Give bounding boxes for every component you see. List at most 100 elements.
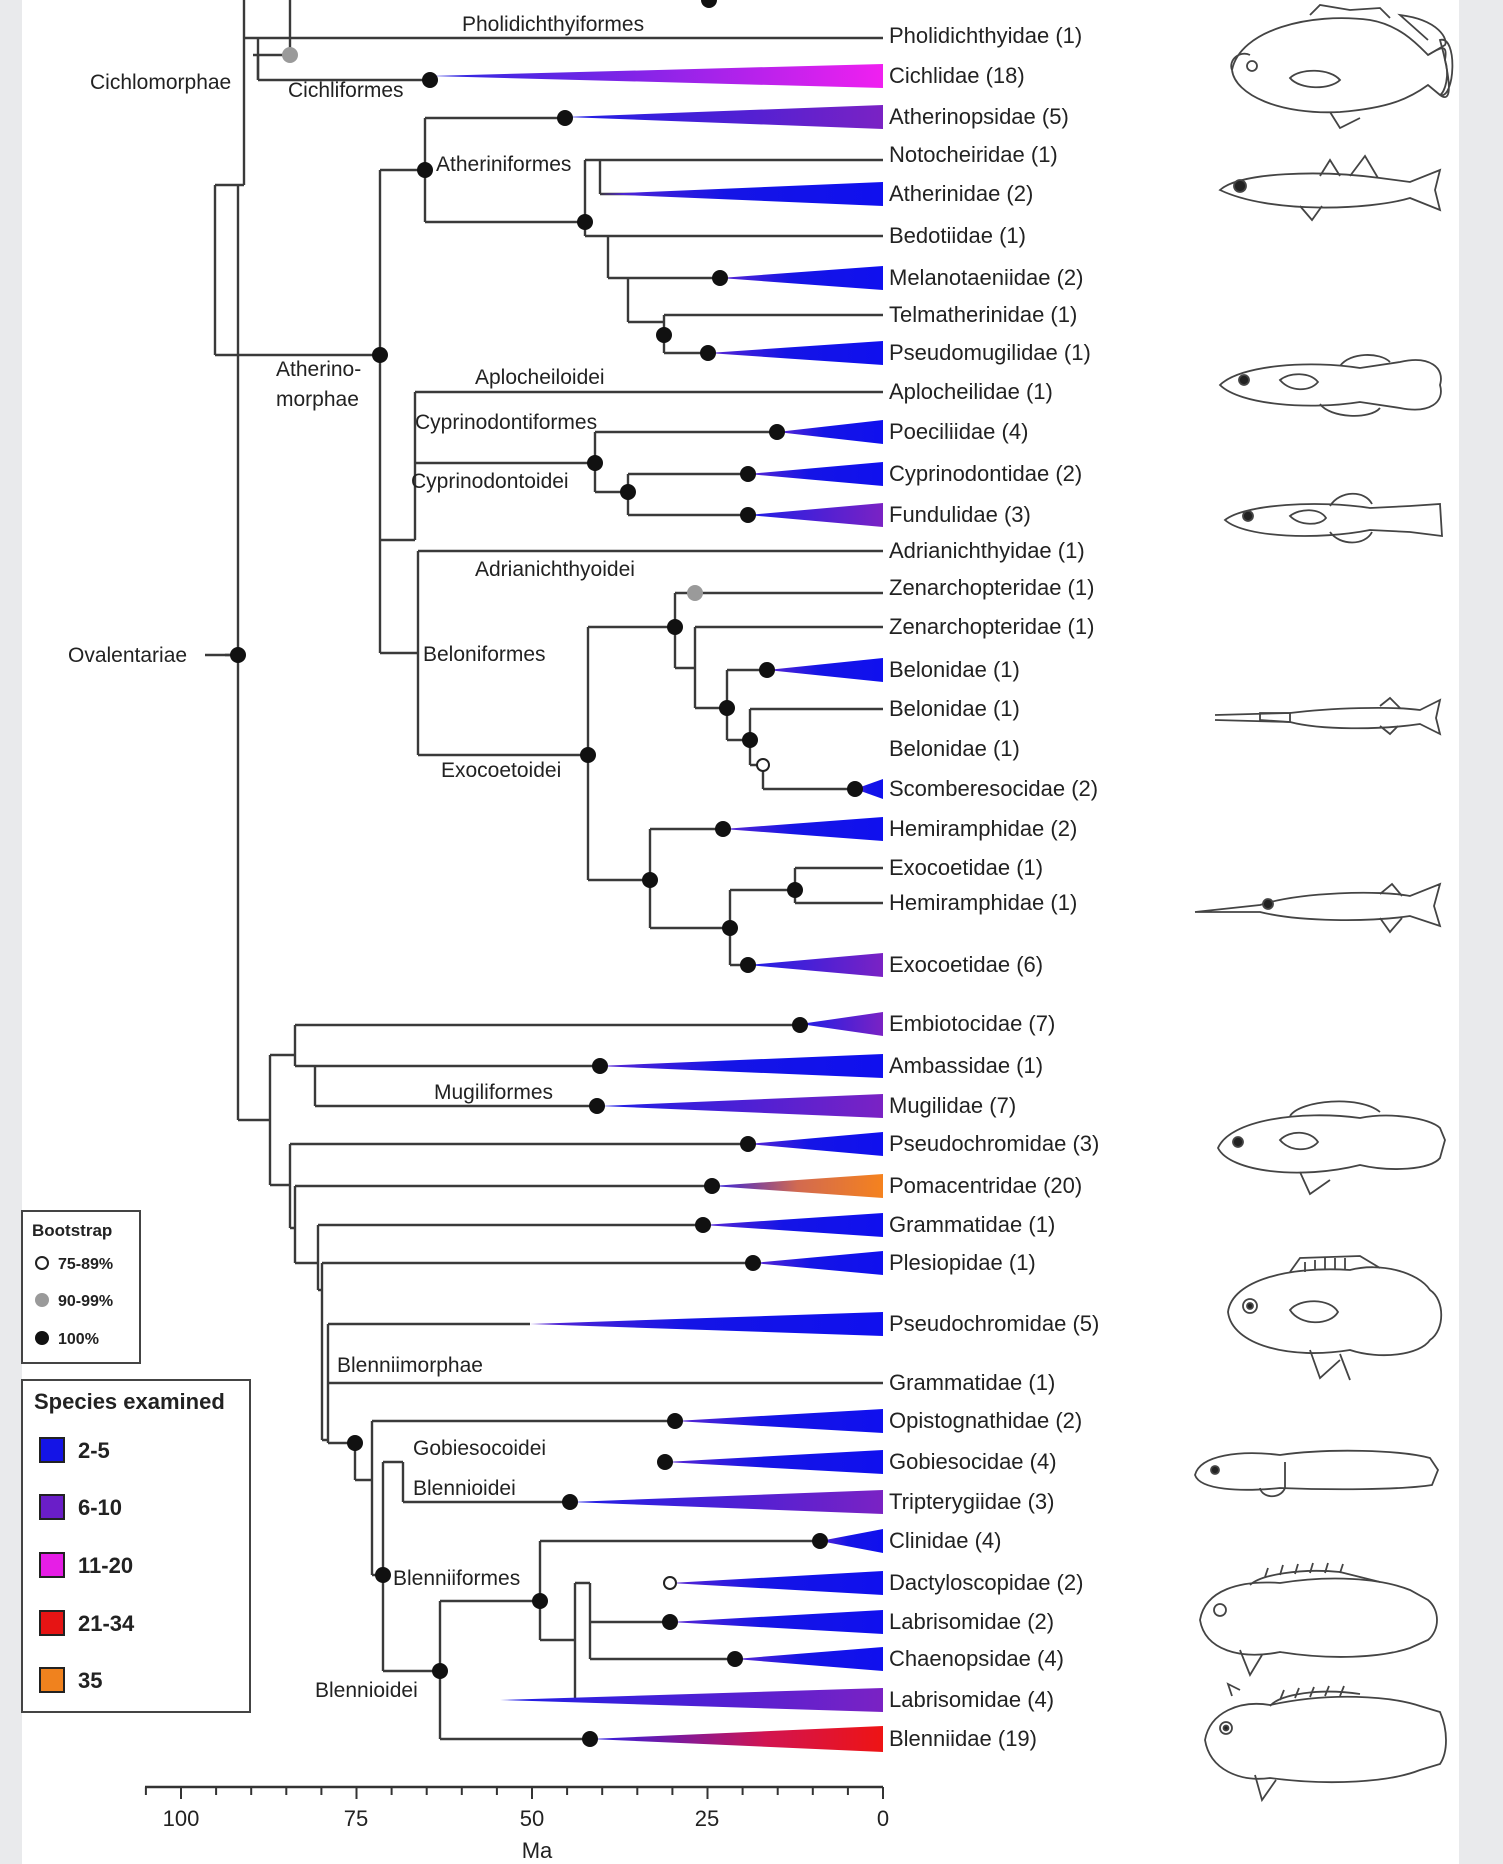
axis-tick-label: 25	[695, 1806, 719, 1831]
clade-label-atherinomorphae: morphae	[276, 388, 359, 411]
tip-label: Pseudochromidae (5)	[889, 1311, 1099, 1336]
bootstrap-node-100	[812, 1533, 828, 1549]
bootstrap-node-100	[745, 1255, 761, 1271]
clade-label-gobiesocoidei: Gobiesocoidei	[413, 1437, 546, 1460]
bootstrap-node-100	[847, 781, 863, 797]
bootstrap-node-100	[742, 732, 758, 748]
clade-wedge	[530, 1312, 883, 1336]
clade-label-mugiliformes: Mugiliformes	[434, 1081, 553, 1104]
clade-wedge	[753, 1251, 883, 1275]
species-legend: Species examined 2-5 6-10 11-20 21-34 35	[21, 1379, 251, 1713]
bootstrap-legend-label: 75-89%	[58, 1256, 113, 1273]
bootstrap-node-100	[727, 1651, 743, 1667]
bootstrap-node-100	[372, 347, 388, 363]
bootstrap-node-100	[700, 345, 716, 361]
tree-branch	[378, 540, 883, 757]
bootstrap-node-100	[740, 957, 756, 973]
clade-wedge	[597, 1054, 883, 1078]
clade-wedge	[500, 1688, 883, 1712]
clade-label-aplocheiloidei: Aplocheiloidei	[475, 366, 605, 389]
tip-label: Belonidae (1)	[889, 657, 1020, 682]
bootstrap-legend-title: Bootstrap	[32, 1221, 112, 1240]
bootstrap-node-100	[620, 484, 636, 500]
bootstrap-node-100	[722, 920, 738, 936]
pseudochromid-fish-icon	[1227, 1255, 1443, 1381]
clade-wedge	[735, 1647, 883, 1671]
tip-label: Labrisomidae (4)	[889, 1687, 1054, 1712]
tip-label: Chaenopsidae (4)	[889, 1646, 1064, 1671]
bootstrap-node-100	[662, 1614, 678, 1630]
bootstrap-node-100	[759, 662, 775, 678]
clade-wedge	[748, 462, 883, 486]
bootstrap-node-100	[667, 1413, 683, 1429]
killifish-icon	[1218, 354, 1442, 417]
bootstrap-node-100	[719, 700, 735, 716]
clade-wedge	[600, 1094, 883, 1118]
dottyback-fish-icon	[1217, 1100, 1446, 1196]
bootstrap-node-100	[657, 1454, 673, 1470]
bootstrap-node-100	[792, 1017, 808, 1033]
tip-label: Labrisomidae (2)	[889, 1609, 1054, 1634]
open-circle-icon	[35, 1256, 49, 1270]
tip-label: Fundulidae (3)	[889, 502, 1031, 527]
tip-label: Gobiesocidae (4)	[889, 1449, 1057, 1474]
clade-wedge	[712, 1174, 883, 1198]
tip-label: Cyprinodontidae (2)	[889, 461, 1082, 486]
species-legend-label: 2-5	[78, 1438, 110, 1463]
tree-branch	[378, 355, 883, 542]
clade-wedge	[703, 1213, 883, 1237]
bootstrap-node-100	[740, 1136, 756, 1152]
tip-label: Grammatidae (1)	[889, 1370, 1055, 1395]
blenniid-fish-icon	[1204, 1682, 1447, 1803]
clade-wedge	[748, 1132, 883, 1156]
axis-tick-label: 75	[344, 1806, 368, 1831]
time-axis: 100 75 50 25 0 Ma	[144, 1785, 889, 1863]
bootstrap-node-100	[422, 72, 438, 88]
bootstrap-legend-label: 90-99%	[58, 1293, 113, 1310]
halfbeak-fish-icon	[1194, 882, 1442, 934]
species-swatch	[39, 1667, 65, 1693]
clade-label-beloniformes: Beloniformes	[423, 643, 546, 666]
bootstrap-node-100	[417, 162, 433, 178]
tip-label: Telmatherinidae (1)	[889, 302, 1077, 327]
clade-label-atheriniformes: Atheriniformes	[436, 153, 571, 176]
clade-wedge	[800, 1012, 883, 1036]
gray-circle-icon	[35, 1293, 49, 1307]
axis-tick-label: 0	[877, 1806, 889, 1831]
black-circle-icon	[35, 1331, 49, 1345]
tip-label: Adrianichthyidae (1)	[889, 538, 1085, 563]
tip-label: Atherinopsidae (5)	[889, 104, 1069, 129]
bootstrap-node-100	[557, 110, 573, 126]
clade-wedge	[855, 779, 883, 799]
bootstrap-node-100	[562, 1494, 578, 1510]
clade-wedge	[670, 1610, 883, 1634]
silverside-fish-icon	[1218, 154, 1442, 222]
clade-wedge	[675, 1409, 883, 1433]
bootstrap-node-100	[695, 1217, 711, 1233]
species-swatch	[39, 1437, 65, 1463]
bootstrap-node-100	[740, 466, 756, 482]
species-swatch	[39, 1610, 65, 1636]
tip-label: Plesiopidae (1)	[889, 1250, 1036, 1275]
clade-wedge	[720, 266, 883, 290]
species-swatch	[39, 1494, 65, 1520]
tip-label: Pseudomugilidae (1)	[889, 340, 1091, 365]
bootstrap-node-100	[715, 821, 731, 837]
tree-branch	[583, 222, 883, 355]
tip-label: Bedotiidae (1)	[889, 223, 1026, 248]
species-legend-label: 21-34	[78, 1611, 135, 1636]
clade-wedge	[708, 341, 883, 365]
clade-wedge	[777, 420, 883, 444]
tip-label: Clinidae (4)	[889, 1528, 1002, 1553]
bootstrap-node-100	[656, 327, 672, 343]
bootstrap-node-100	[769, 424, 785, 440]
bootstrap-node-100	[347, 1435, 363, 1451]
tip-label: Opistognathidae (2)	[889, 1408, 1082, 1433]
bootstrap-node-100	[432, 1663, 448, 1679]
bootstrap-node-100	[582, 1731, 598, 1747]
tree-branch	[381, 1460, 883, 1741]
bootstrap-node-100	[589, 1098, 605, 1114]
blenny-fish-icon	[1199, 1562, 1438, 1678]
tree-branch	[268, 1120, 753, 1292]
bootstrap-node-100	[667, 619, 683, 635]
